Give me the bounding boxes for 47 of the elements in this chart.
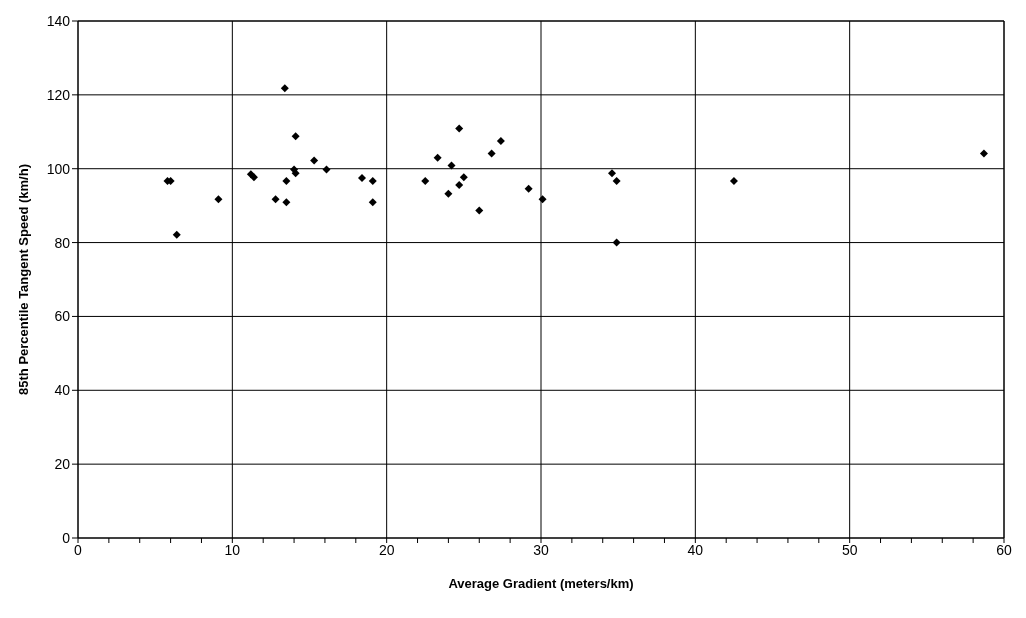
y-tick-label: 40 <box>54 382 71 399</box>
point <box>979 149 988 158</box>
point <box>496 137 505 146</box>
y-tick-label: 60 <box>54 308 71 325</box>
point <box>444 189 453 198</box>
point <box>475 206 484 215</box>
point <box>729 176 738 185</box>
x-tick-label: 50 <box>841 541 858 558</box>
x-tick-label: 0 <box>74 541 83 558</box>
x-tick-label: 20 <box>378 541 395 558</box>
point <box>271 195 280 204</box>
point <box>172 230 181 239</box>
point <box>538 195 547 204</box>
point <box>455 180 464 189</box>
point <box>487 149 496 158</box>
x-tick-label: 60 <box>996 541 1012 558</box>
y-tick-label: 0 <box>62 529 71 546</box>
point <box>310 156 319 165</box>
x-tick-label: 30 <box>533 541 549 558</box>
point <box>447 161 456 170</box>
point <box>607 169 616 178</box>
point <box>612 176 621 185</box>
point <box>322 165 331 174</box>
point <box>282 198 291 207</box>
y-tick-label: 80 <box>54 234 71 251</box>
point <box>524 184 533 193</box>
y-axis-title: 85th Percentile Tangent Speed (km/h) <box>15 164 31 395</box>
y-tick-label: 100 <box>46 160 71 177</box>
y-tick-label: 20 <box>54 456 71 473</box>
x-tick-label: 10 <box>224 541 241 558</box>
y-tick-label: 140 <box>46 12 71 29</box>
point <box>459 173 468 182</box>
point <box>291 132 300 141</box>
x-tick-label: 40 <box>687 541 704 558</box>
point <box>433 153 442 162</box>
point <box>368 176 377 185</box>
point <box>291 169 300 178</box>
point <box>368 198 377 207</box>
point <box>455 124 464 133</box>
x-axis-title: Average Gradient (meters/km) <box>448 576 634 591</box>
point <box>280 84 289 93</box>
y-tick-label: 120 <box>46 86 71 103</box>
point <box>214 195 223 204</box>
point <box>357 173 366 182</box>
point <box>282 176 291 185</box>
point <box>421 176 430 185</box>
point <box>612 238 621 247</box>
